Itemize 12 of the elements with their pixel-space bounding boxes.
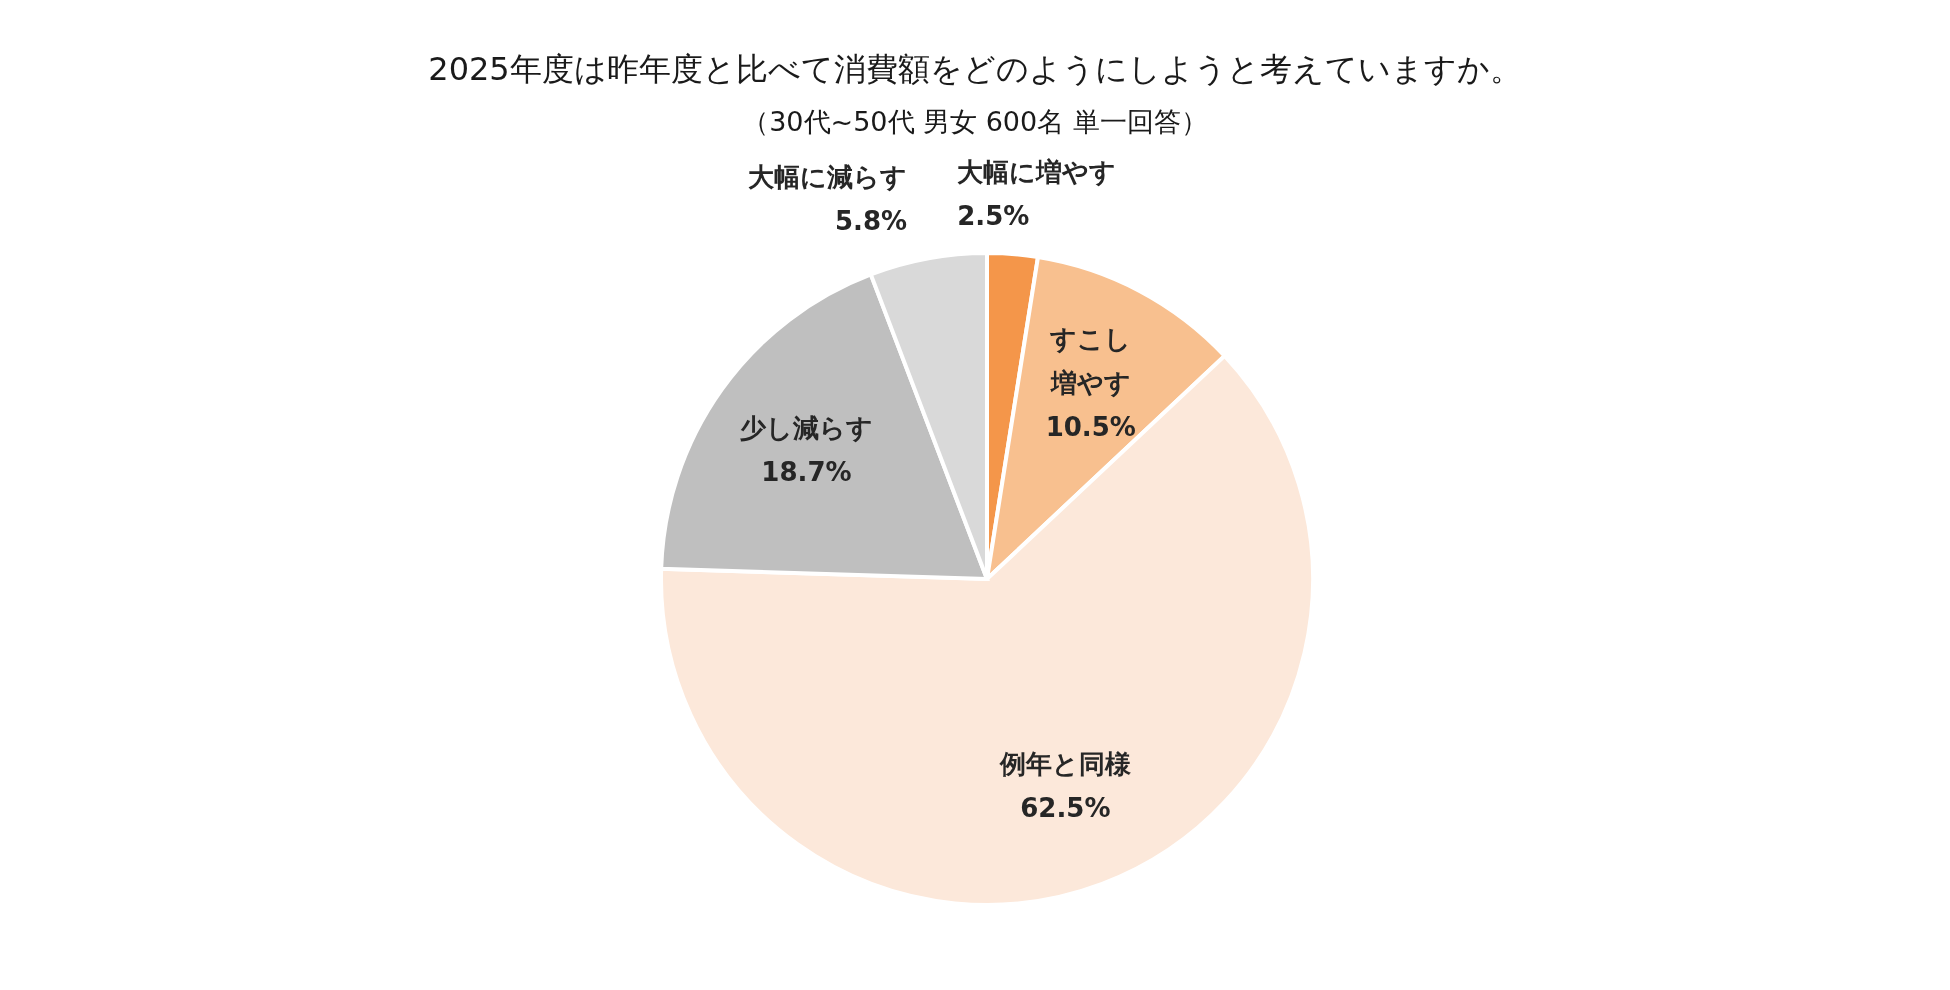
chart-title: 2025年度は昨年度と比べて消費額をどのようにしようと考えていますか。 xyxy=(427,49,1523,90)
slice-label: 少し減らす xyxy=(739,413,873,444)
data-label: 18.7% xyxy=(761,457,852,488)
data-label: 5.8% xyxy=(834,206,908,237)
chart-subtitle: （30代~50代 男女 600名 単一回答） xyxy=(741,105,1209,139)
slice-label: 大幅に減らす xyxy=(748,162,908,193)
slice-label: 大幅に増やす xyxy=(957,157,1117,188)
data-label: 10.5% xyxy=(1045,412,1136,443)
slice-label: 例年と同様 xyxy=(998,749,1132,780)
slice-label: すこし増やす xyxy=(1049,324,1132,399)
data-label: 62.5% xyxy=(1020,793,1111,824)
data-label: 2.5% xyxy=(957,201,1030,232)
